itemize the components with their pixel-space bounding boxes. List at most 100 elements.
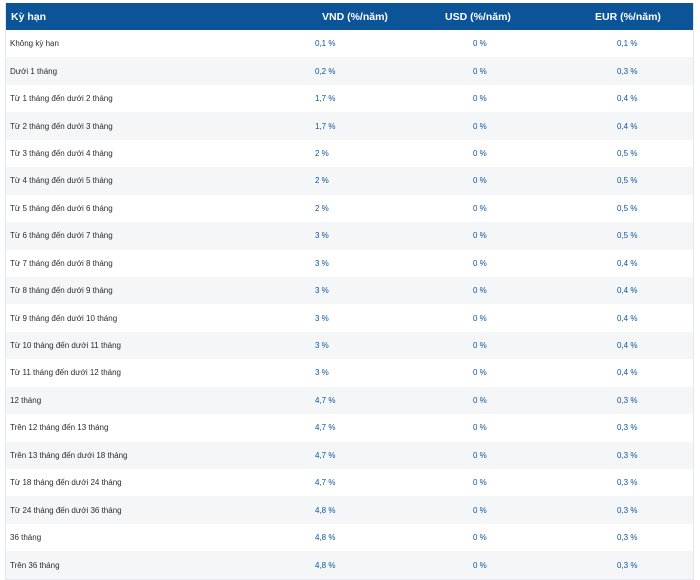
usd-rate-cell: 0 % xyxy=(473,450,487,460)
usd-rate-cell: 0 % xyxy=(473,341,487,351)
term-cell: 36 tháng xyxy=(10,533,42,543)
vnd-rate-cell: 2 % xyxy=(315,176,329,186)
eur-rate-cell: 0,3 % xyxy=(617,505,638,515)
vnd-rate-cell: 4,8 % xyxy=(315,505,336,515)
eur-rate-cell: 0,3 % xyxy=(617,560,638,570)
term-cell: Trên 12 tháng đến 13 tháng xyxy=(10,423,109,433)
vnd-rate-cell: 0,2 % xyxy=(315,66,336,76)
table-row: Từ 2 tháng đến dưới 3 tháng 1,7 % 0 % 0,4 % xyxy=(6,112,693,140)
eur-rate-cell: 0,4 % xyxy=(617,94,638,104)
usd-rate-cell: 0 % xyxy=(473,560,487,570)
eur-rate-cell: 0,5 % xyxy=(617,148,638,158)
term-cell: Dưới 1 tháng xyxy=(10,66,58,76)
table-row: Từ 18 tháng đến dưới 24 tháng 4,7 % 0 % 0,3… xyxy=(6,469,693,497)
vnd-rate-cell: 3 % xyxy=(315,231,329,241)
vnd-rate-cell: 4,8 % xyxy=(315,533,336,543)
usd-rate-cell: 0 % xyxy=(473,313,487,323)
term-cell: Từ 8 tháng đến dưới 9 tháng xyxy=(10,286,113,296)
eur-rate-cell: 0,5 % xyxy=(617,203,638,213)
usd-rate-cell: 0 % xyxy=(473,423,487,433)
table-row: Từ 5 tháng đến dưới 6 tháng 2 % 0 % 0,5 % xyxy=(6,194,693,223)
vnd-rate-cell: 1,7 % xyxy=(315,94,336,104)
usd-rate-cell: 0 % xyxy=(473,478,487,488)
term-cell: 12 tháng xyxy=(10,395,42,405)
term-cell: Từ 10 tháng đến dưới 11 tháng xyxy=(10,341,121,351)
table-row: Từ 24 tháng đến dưới 36 tháng 4,8 % 0 % 0,3… xyxy=(6,496,693,524)
term-cell: Từ 11 tháng đến dưới 12 tháng xyxy=(10,368,121,378)
vnd-rate-cell: 4,8 % xyxy=(315,560,336,570)
eur-rate-cell: 0,4 % xyxy=(617,368,638,378)
vnd-rate-cell: 3 % xyxy=(315,368,329,378)
eur-rate-cell: 0,3 % xyxy=(617,423,638,433)
term-cell: Từ 7 tháng đến dưới 8 tháng xyxy=(10,258,113,268)
vnd-rate-cell: 4,7 % xyxy=(315,478,336,488)
table-row: Từ 8 tháng đến dưới 9 tháng 3 % 0 % 0,4 % xyxy=(6,276,693,305)
term-cell: Không kỳ hạn xyxy=(10,39,59,49)
term-cell: Từ 9 tháng đến dưới 10 tháng xyxy=(10,313,118,323)
vnd-rate-cell: 4,7 % xyxy=(315,395,336,405)
usd-rate-cell: 0 % xyxy=(473,395,487,405)
table-row: Từ 6 tháng đến dưới 7 tháng 3 % 0 % 0,5 % xyxy=(6,222,693,250)
vnd-rate-cell: 3 % xyxy=(315,258,329,268)
term-cell: Từ 24 tháng đến dưới 36 tháng xyxy=(10,505,122,515)
term-cell: Từ 3 tháng đến dưới 4 tháng xyxy=(10,148,113,158)
table-row: Từ 9 tháng đến dưới 10 tháng 3 % 0 % 0,4 % xyxy=(6,304,693,332)
term-cell: Từ 5 tháng đến dưới 6 tháng xyxy=(10,203,113,213)
term-cell: Từ 18 tháng đến dưới 24 tháng xyxy=(10,478,122,488)
interest-rate-table: Kỳ hạn VND (%/năm) USD (%/năm) EUR (%/nă… xyxy=(5,3,694,580)
usd-rate-cell: 0 % xyxy=(473,121,487,131)
term-cell: Từ 2 tháng đến dưới 3 tháng xyxy=(10,121,113,131)
term-cell: Từ 1 tháng đến dưới 2 tháng xyxy=(10,94,113,104)
usd-rate-cell: 0 % xyxy=(473,148,487,158)
vnd-rate-cell: 3 % xyxy=(315,341,329,351)
header-vnd: VND (%/năm) xyxy=(322,10,388,23)
eur-rate-cell: 0,4 % xyxy=(617,258,638,268)
table-row: Dưới 1 tháng 0,2 % 0 % 0,3 % xyxy=(6,57,693,85)
vnd-rate-cell: 4,7 % xyxy=(315,450,336,460)
term-cell: Trên 13 tháng đến dưới 18 tháng xyxy=(10,450,128,460)
usd-rate-cell: 0 % xyxy=(473,66,487,76)
usd-rate-cell: 0 % xyxy=(473,533,487,543)
usd-rate-cell: 0 % xyxy=(473,368,487,378)
term-cell: Từ 4 tháng đến dưới 5 tháng xyxy=(10,176,113,186)
vnd-rate-cell: 3 % xyxy=(315,286,329,296)
vnd-rate-cell: 3 % xyxy=(315,313,329,323)
usd-rate-cell: 0 % xyxy=(473,203,487,213)
vnd-rate-cell: 2 % xyxy=(315,203,329,213)
vnd-rate-cell: 0,1 % xyxy=(315,39,336,49)
eur-rate-cell: 0,3 % xyxy=(617,478,638,488)
usd-rate-cell: 0 % xyxy=(473,231,487,241)
table-row: Trên 13 tháng đến dưới 18 tháng 4,7 % 0 % 0… xyxy=(6,441,693,469)
usd-rate-cell: 0 % xyxy=(473,258,487,268)
table-row: 12 tháng 4,7 % 0 % 0,3 % xyxy=(6,386,693,415)
table-row: 36 tháng 4,8 % 0 % 0,3 % xyxy=(6,523,693,552)
table-row: Từ 1 tháng đến dưới 2 tháng 1,7 % 0 % 0,4 % xyxy=(6,84,693,113)
eur-rate-cell: 0,5 % xyxy=(617,231,638,241)
vnd-rate-cell: 4,7 % xyxy=(315,423,336,433)
header-term: Kỳ hạn xyxy=(11,10,47,23)
eur-rate-cell: 0,3 % xyxy=(617,533,638,543)
table-row: Trên 12 tháng đến 13 tháng 4,7 % 0 % 0,3 % xyxy=(6,414,693,442)
vnd-rate-cell: 1,7 % xyxy=(315,121,336,131)
eur-rate-cell: 0,3 % xyxy=(617,395,638,405)
eur-rate-cell: 0,4 % xyxy=(617,121,638,131)
table-row: Trên 36 tháng 4,8 % 0 % 0,3 % xyxy=(6,551,693,579)
eur-rate-cell: 0,5 % xyxy=(617,176,638,186)
eur-rate-cell: 0,3 % xyxy=(617,66,638,76)
eur-rate-cell: 0,1 % xyxy=(617,39,638,49)
usd-rate-cell: 0 % xyxy=(473,94,487,104)
term-cell: Trên 36 tháng xyxy=(10,560,60,570)
eur-rate-cell: 0,4 % xyxy=(617,286,638,296)
header-usd: USD (%/năm) xyxy=(445,10,511,23)
table-row: Từ 10 tháng đến dưới 11 tháng 3 % 0 % 0,4 % xyxy=(6,331,693,360)
eur-rate-cell: 0,3 % xyxy=(617,450,638,460)
usd-rate-cell: 0 % xyxy=(473,505,487,515)
table-row: Từ 4 tháng đến dưới 5 tháng 2 % 0 % 0,5 % xyxy=(6,167,693,195)
usd-rate-cell: 0 % xyxy=(473,286,487,296)
vnd-rate-cell: 2 % xyxy=(315,148,329,158)
table-row: Từ 11 tháng đến dưới 12 tháng 3 % 0 % 0,4 % xyxy=(6,359,693,387)
term-cell: Từ 6 tháng đến dưới 7 tháng xyxy=(10,231,113,241)
eur-rate-cell: 0,4 % xyxy=(617,341,638,351)
table-row: Từ 7 tháng đến dưới 8 tháng 3 % 0 % 0,4 % xyxy=(6,249,693,277)
table-header: Kỳ hạn VND (%/năm) USD (%/năm) EUR (%/nă… xyxy=(6,3,693,30)
